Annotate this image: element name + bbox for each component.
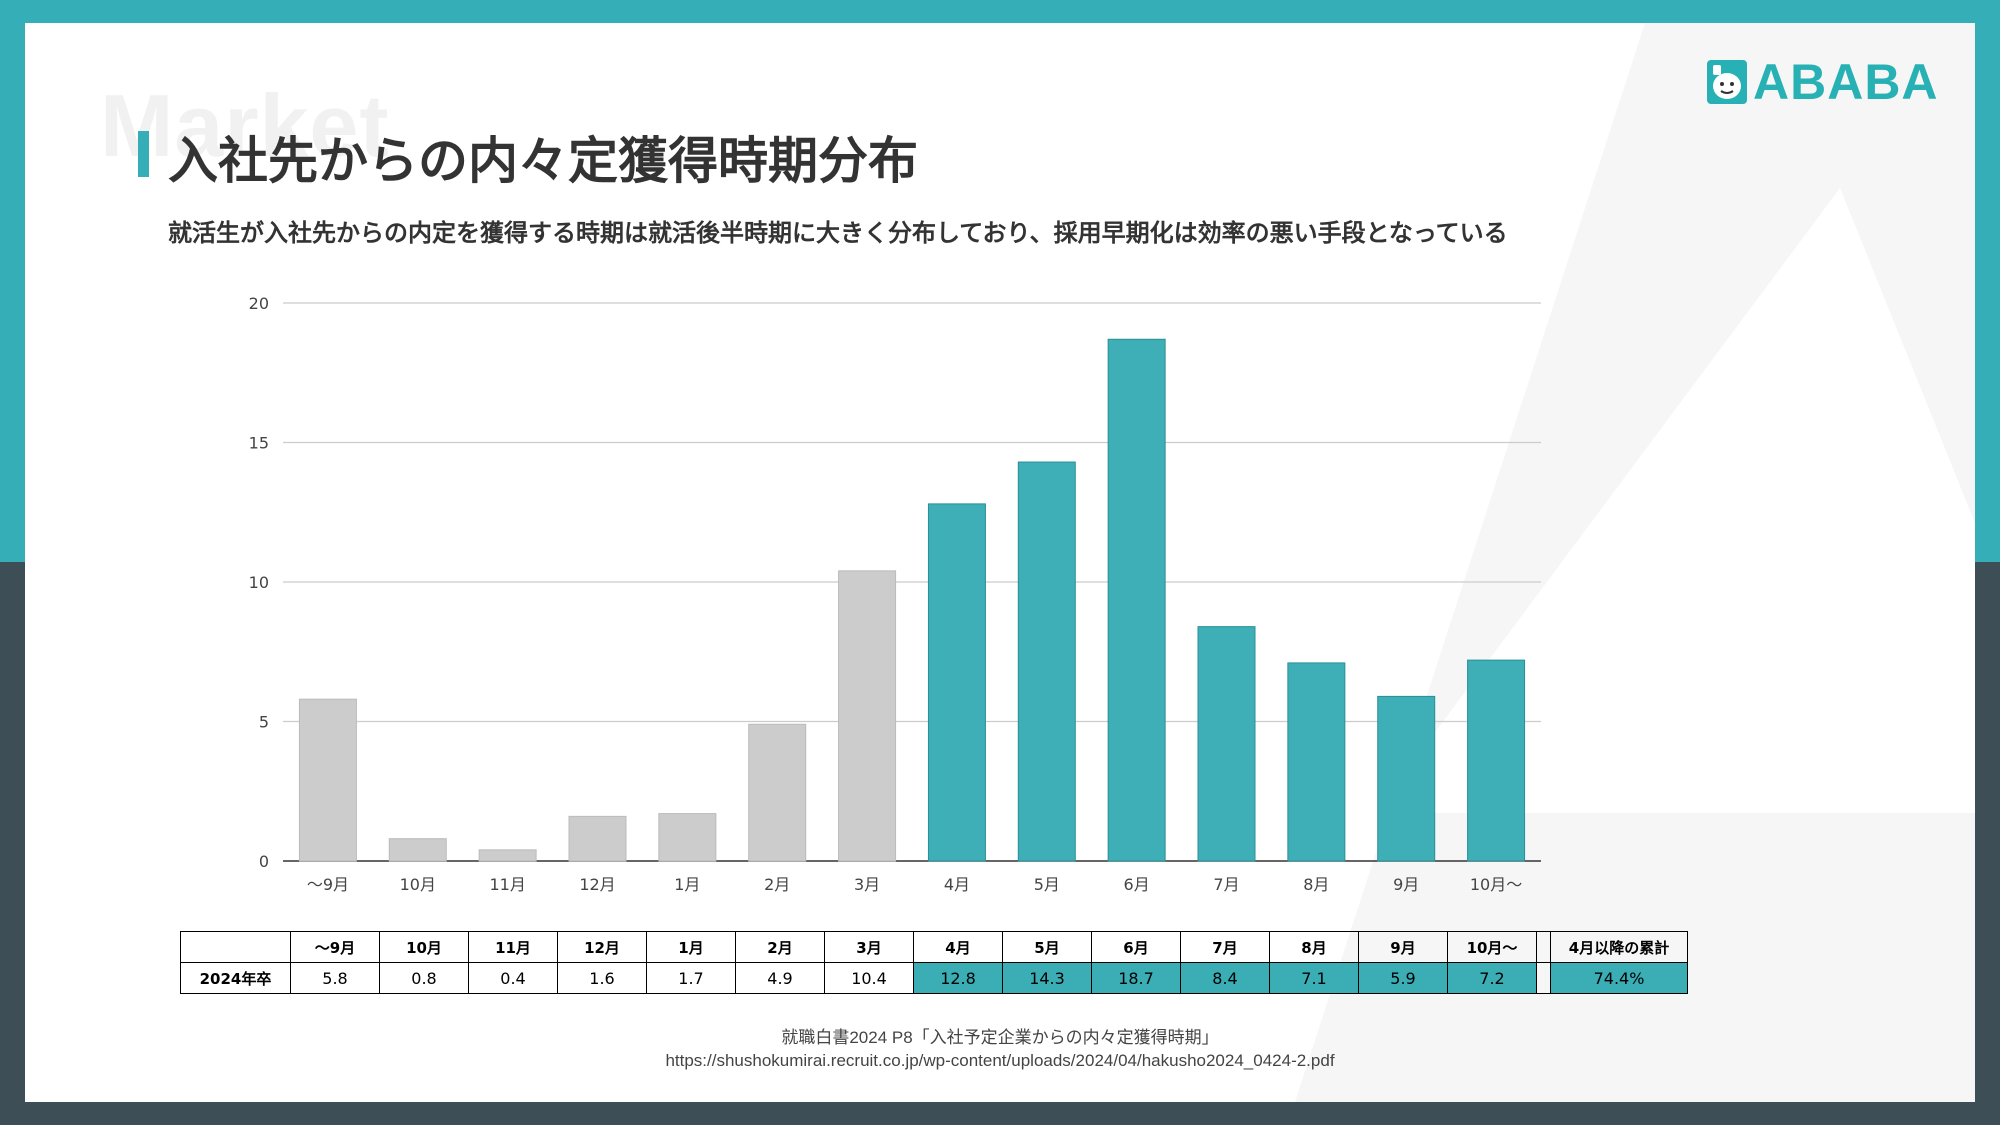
table-header-cell: 9月	[1358, 931, 1448, 963]
bar-8月	[1287, 662, 1346, 862]
data-table: 〜9月 10月 11月 12月 1月 2月 3月 4月 5月 6月 7月 8月 9月 10月〜 4月以降の累…	[180, 931, 1688, 994]
table-header-cell: 10月〜	[1447, 931, 1537, 963]
x-tick-label: 3月	[854, 875, 880, 894]
table-row-label: 2024年卒	[180, 962, 291, 994]
y-tick-label: 15	[249, 434, 269, 453]
title-accent-bar	[138, 131, 149, 177]
table-cumulative-value: 74.4%	[1550, 962, 1688, 994]
logo-text: ABABA	[1753, 54, 1939, 110]
x-tick-label: 10月	[400, 875, 436, 894]
x-tick-label: 2月	[764, 875, 790, 894]
bar-11月	[478, 849, 537, 862]
table-cell: 7.1	[1269, 962, 1359, 994]
table-cumulative-header: 4月以降の累計	[1550, 931, 1688, 963]
slide: Market 入社先からの内々定獲得時期分布 就活生が入社先からの内定を獲得する…	[25, 23, 1975, 1102]
x-tick-label: 12月	[579, 875, 615, 894]
table-cell: 7.2	[1447, 962, 1537, 994]
x-tick-label: 〜9月	[307, 875, 349, 894]
bar-2月	[748, 723, 807, 862]
table-header-cell: 2月	[735, 931, 825, 963]
y-tick-label: 10	[249, 573, 269, 592]
table-header-cell: 5月	[1002, 931, 1092, 963]
table-header-cell: 4月	[913, 931, 1003, 963]
table-cell: 12.8	[913, 962, 1003, 994]
source-citation: 就職白書2024 P8「入社予定企業からの内々定獲得時期」	[781, 1028, 1219, 1047]
y-tick-label: 5	[259, 713, 269, 732]
background-a-shape	[1295, 23, 1975, 1102]
x-tick-label: 4月	[944, 875, 970, 894]
x-tick-label: 6月	[1124, 875, 1150, 894]
table-header-cell: 〜9月	[290, 931, 380, 963]
table-header-cell: 12月	[557, 931, 647, 963]
x-tick-label: 8月	[1303, 875, 1329, 894]
table-header-cell: 3月	[824, 931, 914, 963]
table-header-cell: 1月	[646, 931, 736, 963]
bar-12月	[568, 815, 627, 862]
table-gap-cell	[1536, 962, 1551, 994]
x-tick-label: 10月〜	[1470, 875, 1522, 894]
table-cell: 8.4	[1180, 962, 1270, 994]
ababa-logo: ABABA	[1707, 53, 1939, 111]
chart-grid	[283, 302, 1541, 862]
table-corner-cell	[180, 931, 291, 963]
table-header-cell: 7月	[1180, 931, 1270, 963]
bar-10月〜	[1467, 659, 1526, 862]
table-header-cell: 11月	[468, 931, 558, 963]
bar-〜9月	[298, 698, 357, 862]
x-tick-label: 5月	[1034, 875, 1060, 894]
table-header-cell: 10月	[379, 931, 469, 963]
table-gap-cell	[1536, 931, 1551, 963]
table-cell: 5.9	[1358, 962, 1448, 994]
chart-bars	[298, 338, 1526, 862]
table-cell: 5.8	[290, 962, 380, 994]
page-subtitle: 就活生が入社先からの内定を獲得する時期は就活後半時期に大きく分布しており、採用早…	[168, 219, 1508, 247]
table-cell: 0.4	[468, 962, 558, 994]
table-cell: 10.4	[824, 962, 914, 994]
x-tick-label: 9月	[1393, 875, 1419, 894]
table-cell: 1.6	[557, 962, 647, 994]
x-tick-label: 1月	[674, 875, 700, 894]
table-cell: 4.9	[735, 962, 825, 994]
bar-chart: 0 5 10 15 20 〜9月 10月 11月 12月 1月 2月 3月 4月 5月 6月 7月 8月 9月 10…	[249, 294, 1541, 894]
source-url: https://shushokumirai.recruit.co.jp/wp-c…	[665, 1051, 1335, 1070]
logo-mascot-icon	[1707, 60, 1747, 104]
bar-7月	[1197, 626, 1256, 862]
page-title: 入社先からの内々定獲得時期分布	[168, 132, 918, 190]
bar-9月	[1377, 695, 1436, 862]
x-tick-label: 7月	[1213, 875, 1239, 894]
table-cell: 0.8	[379, 962, 469, 994]
table-cell: 1.7	[646, 962, 736, 994]
table-header-cell: 8月	[1269, 931, 1359, 963]
table-header-cell: 6月	[1091, 931, 1181, 963]
y-tick-label: 20	[249, 294, 269, 313]
bar-10月	[388, 838, 447, 862]
table-cell: 18.7	[1091, 962, 1181, 994]
y-tick-label: 0	[259, 852, 269, 871]
bar-6月	[1107, 338, 1166, 862]
table-cell: 14.3	[1002, 962, 1092, 994]
bar-4月	[927, 503, 986, 862]
bar-1月	[658, 813, 717, 862]
chart-labels: 0 5 10 15 20 〜9月 10月 11月 12月 1月 2月 3月 4月 5月 6月 7月 8月 9月 10…	[249, 294, 1523, 894]
bar-3月	[838, 570, 897, 862]
table-header-row: 〜9月 10月 11月 12月 1月 2月 3月 4月 5月 6月 7月 8月 9月 10月〜 4月以降の累…	[180, 931, 1688, 963]
x-tick-label: 11月	[489, 875, 525, 894]
bar-5月	[1017, 461, 1076, 862]
table-row: 2024年卒 5.8 0.8 0.4 1.6 1.7 4.9 10.4 12.8 14.3 18.7…	[180, 962, 1688, 994]
